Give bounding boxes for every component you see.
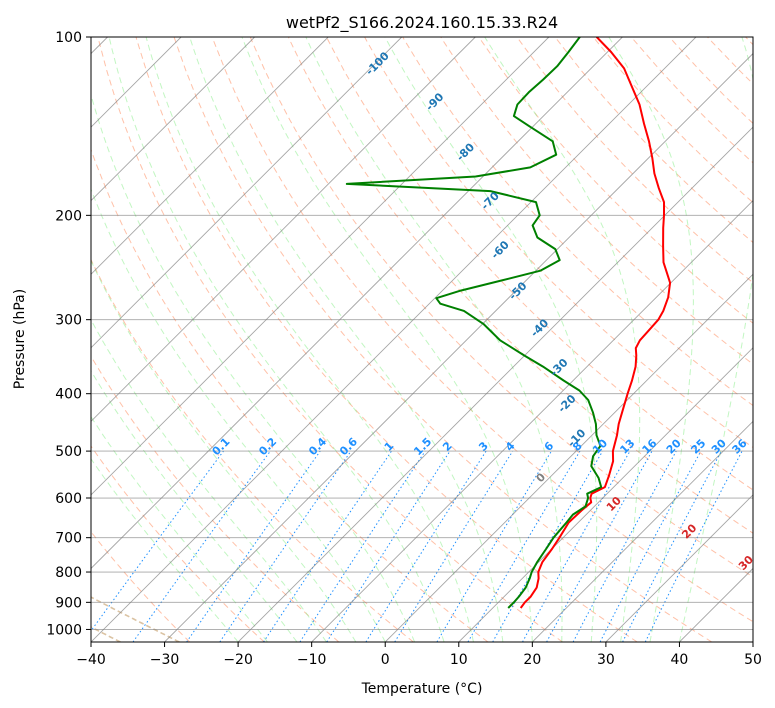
moist-adiabat: [91, 188, 386, 642]
isotherm: [384, 273, 753, 642]
mixing-ratio-line: [132, 450, 271, 642]
moist-adiabat: [384, 37, 598, 642]
mixing-ratio-line: [644, 450, 743, 642]
moist-adiabat: [678, 37, 753, 642]
mixing-ratio-line: [546, 450, 653, 642]
y-tick-label: 700: [55, 531, 82, 547]
dry-adiabat: [173, 37, 713, 642]
isotherm: [91, 37, 255, 202]
moist-adiabat: [91, 415, 268, 642]
moist-adiabat: [91, 318, 327, 642]
mixing-ratio-line: [522, 450, 631, 642]
isotherm: [605, 494, 753, 642]
isotherm: [91, 37, 403, 349]
x-axis: −40 −30 −20 −10 0 10 20 30 40 50: [76, 642, 762, 668]
wet-bulb-line: [91, 596, 180, 642]
y-tick-label: 1000: [46, 622, 82, 638]
x-tick-label: 30: [597, 652, 615, 668]
y-tick-label: 200: [55, 208, 82, 224]
isobars: [91, 37, 753, 630]
moist-adiabat: [91, 259, 357, 642]
x-axis-label: Temperature (°C): [361, 681, 483, 697]
moist-adiabat: [189, 37, 504, 642]
isotherms: [91, 37, 753, 642]
temperature-line: [519, 37, 672, 609]
x-tick-label: −10: [297, 652, 327, 668]
chart-title: wetPf2_S166.2024.160.15.33.R24: [286, 13, 558, 33]
isotherm: [91, 37, 697, 642]
moist-adiabat: [305, 37, 563, 642]
x-tick-label: −40: [76, 652, 106, 668]
wet-bulb-zero-lines: [91, 596, 180, 642]
isotherm: [237, 126, 753, 642]
dewpoint-line: [345, 37, 603, 609]
isotherm: [458, 347, 753, 642]
dry-adiabat: [91, 258, 414, 642]
x-tick-label: 10: [450, 652, 468, 668]
y-tick-label: 100: [55, 30, 82, 46]
x-tick-label: 50: [744, 652, 762, 668]
moist-adiabat: [608, 37, 694, 642]
isotherm: [91, 37, 550, 496]
y-tick-label: 600: [55, 491, 82, 507]
mixing-ratio-line: [219, 450, 352, 642]
y-tick-label: 800: [55, 565, 82, 581]
x-tick-label: 0: [381, 652, 390, 668]
moist-adiabat: [91, 369, 298, 642]
dry-adiabat: [91, 148, 489, 642]
mixing-ratio-lines: [91, 450, 743, 642]
isotherm: [91, 37, 476, 422]
mixing-ratio-line: [572, 450, 677, 642]
isotherm: [164, 52, 753, 642]
x-tick-label: 40: [671, 652, 689, 668]
moist-adiabat: [484, 37, 641, 642]
isotherm: [91, 37, 623, 570]
dry-adiabat: [91, 355, 340, 642]
moist-adiabat: [108, 37, 445, 642]
isotherm: [532, 420, 753, 642]
dry-adiabat: [97, 37, 563, 642]
y-axis: 1000 900 800 700 600 500 400 300 200 100: [46, 30, 91, 638]
plot-area: 0.1 0.2 0.4 0.6 1 1.5 2 3 4 6 8 10 13 16 20 25 30 3601020…: [91, 37, 753, 642]
mixing-ratio-line: [394, 450, 514, 642]
x-tick-label: −30: [150, 652, 180, 668]
dry-adiabat: [478, 37, 753, 324]
plot-frame: [90, 36, 754, 643]
moist-adiabat: [91, 457, 239, 642]
x-tick-label: 20: [523, 652, 541, 668]
mixing-ratio-line: [186, 450, 321, 642]
dry-adiabats: [91, 37, 753, 642]
mixing-ratio-line: [263, 450, 392, 642]
isotherm: [91, 37, 329, 275]
dry-adiabat: [211, 37, 753, 623]
isotherm: [311, 200, 753, 642]
y-axis-label: Pressure (hPa): [12, 289, 28, 389]
dry-adiabat: [440, 37, 753, 365]
x-tick-label: −20: [223, 652, 253, 668]
y-tick-label: 300: [55, 313, 82, 329]
profile-lines: [345, 37, 672, 609]
dry-adiabat: [516, 37, 753, 284]
mixing-ratio-line: [326, 450, 451, 642]
y-tick-label: 900: [55, 595, 82, 611]
mixing-ratio-line: [91, 450, 224, 632]
y-tick-label: 500: [55, 444, 82, 460]
moist-adiabat: [145, 37, 474, 642]
dry-adiabat: [91, 445, 265, 642]
mixing-ratio-line: [299, 450, 426, 642]
moist-adiabat: [241, 37, 533, 642]
y-tick-label: 400: [55, 387, 82, 403]
